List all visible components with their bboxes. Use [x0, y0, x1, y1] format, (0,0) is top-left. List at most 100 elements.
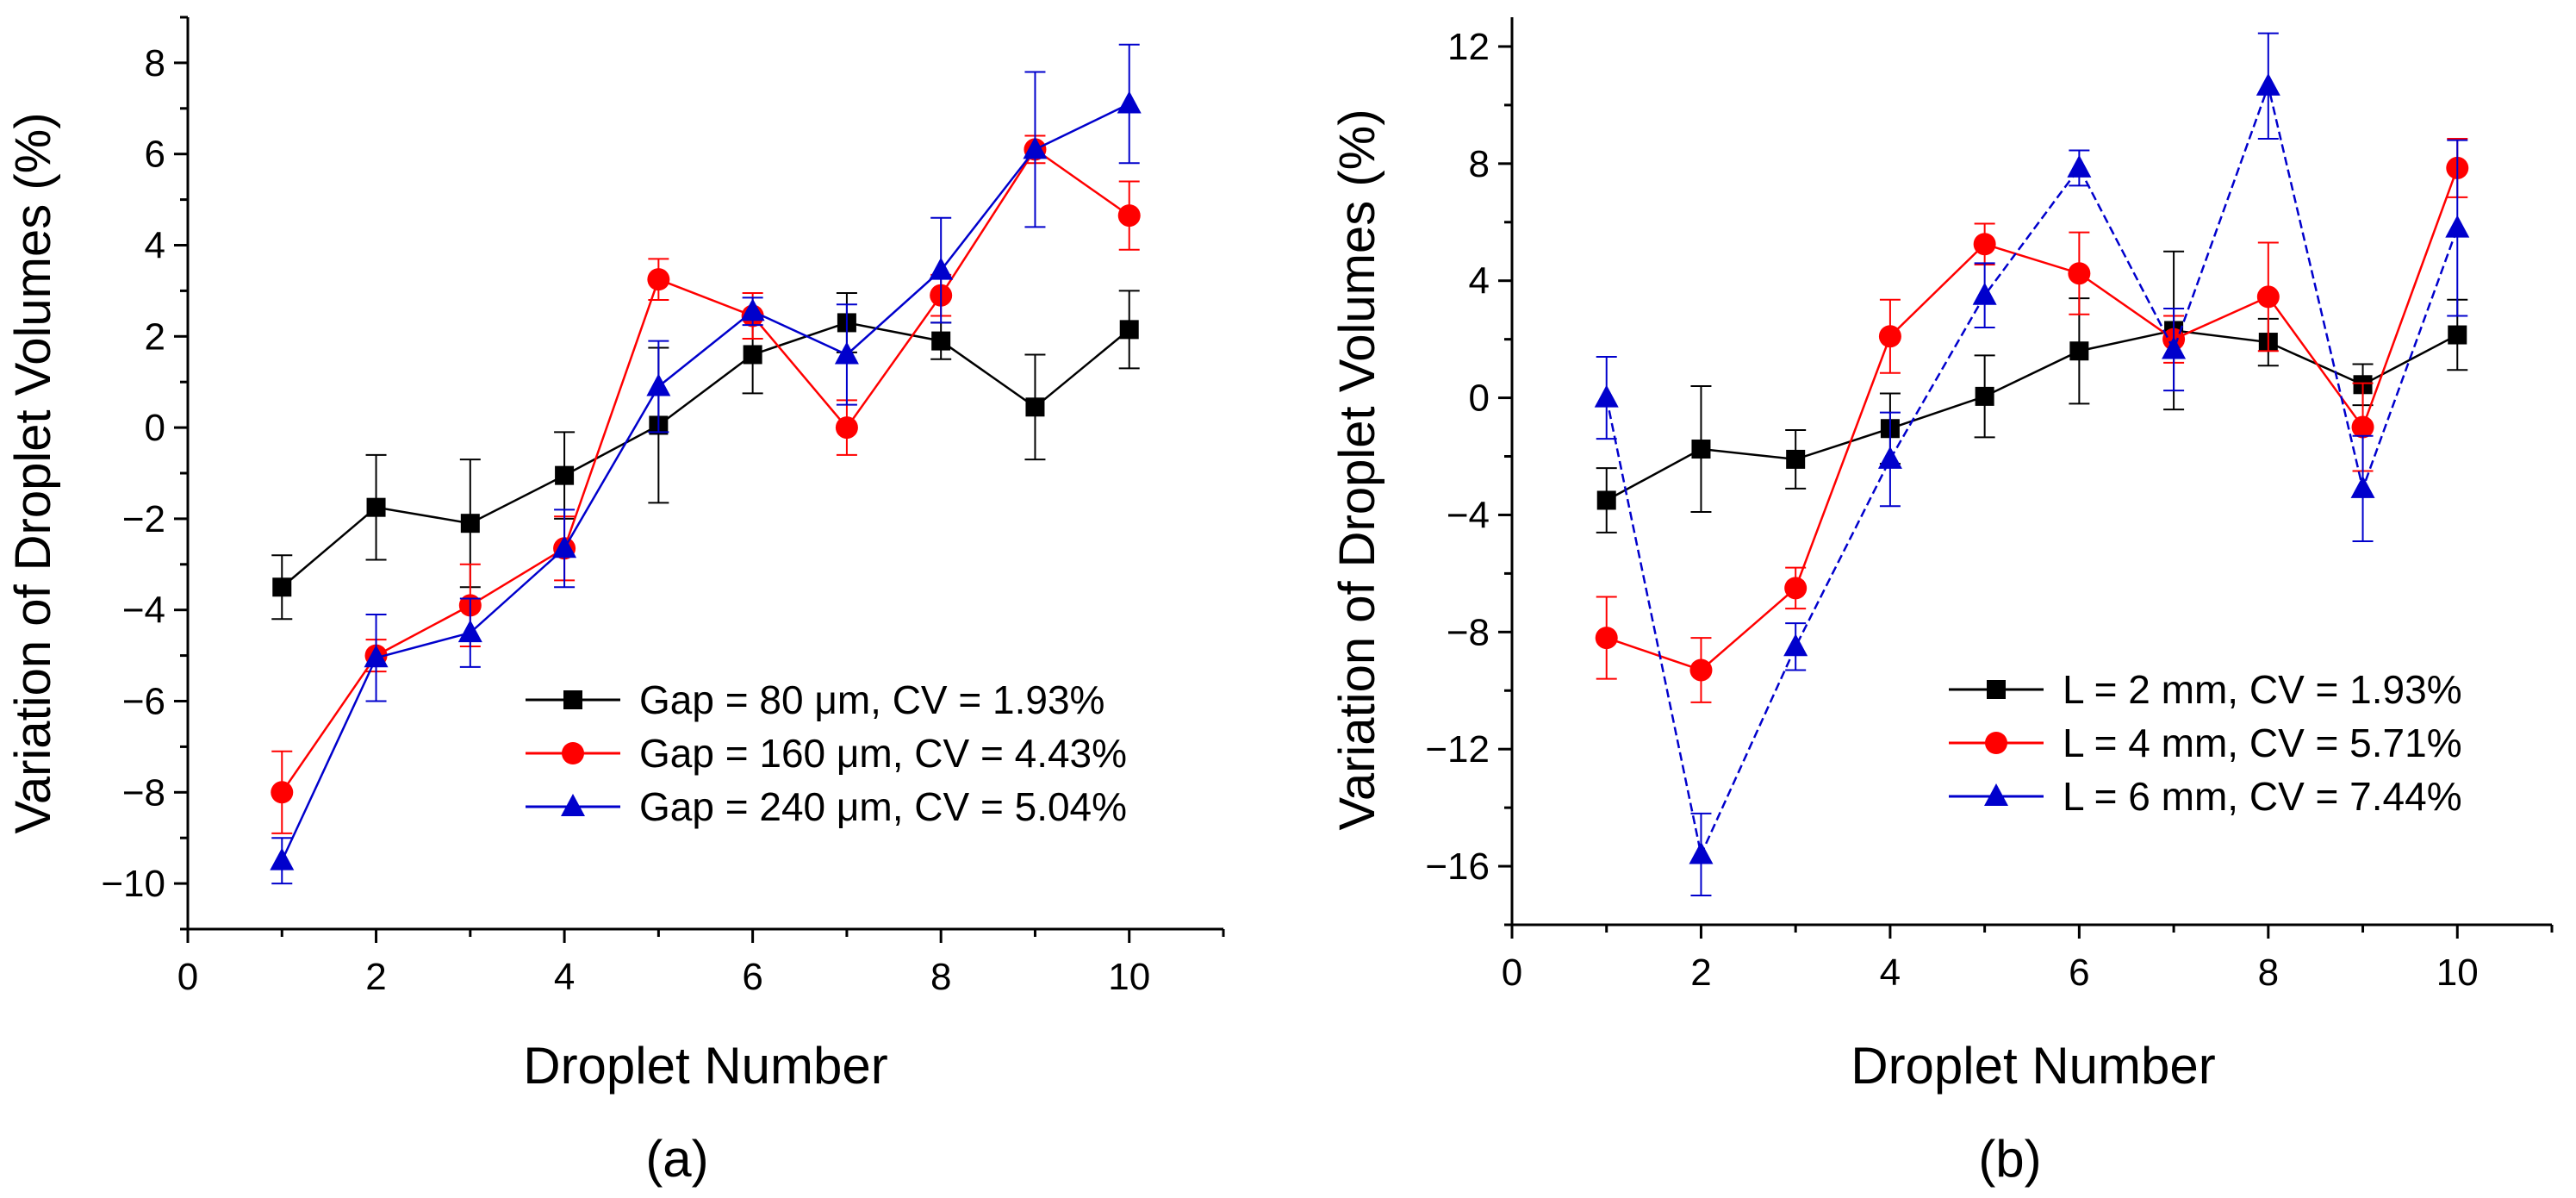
data-point: [272, 577, 292, 597]
chart-panel-a: 0 2 4 6 8 10 −10 −8 −6 −4 −2 0 2 4 6 8 Droplet Number V…: [5, 16, 1225, 1188]
y-tick-label: −10: [101, 863, 165, 905]
legend-marker: [1985, 732, 2007, 754]
data-point: [2162, 336, 2187, 359]
data-point: [929, 257, 954, 280]
data-point: [555, 465, 575, 485]
series-line: [1606, 329, 2458, 502]
data-point: [1596, 490, 1616, 510]
series-line: [1605, 82, 2459, 858]
x-tick-label: 2: [365, 956, 386, 998]
data-point: [1975, 386, 1994, 406]
series-line: [281, 321, 1130, 589]
y-axis-label: Variation of Droplet Volumes (%): [1329, 109, 1385, 830]
data-point: [1878, 325, 1901, 348]
legend: Gap = 80 μm, CV = 1.93% Gap = 160 μm, CV …: [526, 677, 1127, 829]
data-point: [835, 416, 858, 440]
y-tick-label: 2: [145, 315, 165, 358]
data-point: [1119, 320, 1139, 340]
data-point: [1691, 440, 1711, 459]
x-tick-label: 10: [2436, 952, 2479, 994]
legend-marker: [562, 742, 584, 764]
legend-entry: Gap = 160 μm, CV = 4.43%: [526, 731, 1127, 776]
data-point: [1786, 449, 1806, 469]
data-point: [1973, 233, 1996, 256]
x-axis-label: Droplet Number: [1851, 1037, 2216, 1095]
data-point: [1689, 841, 1714, 864]
tick-labels: 0 2 4 6 8 10 −16 −12 −8 −4 0 4 8 12: [1425, 26, 2478, 994]
data-point: [552, 535, 577, 558]
y-tick-label: −8: [1447, 611, 1490, 653]
y-axis-label: Variation of Droplet Volumes (%): [5, 112, 61, 833]
y-tick-label: −16: [1425, 845, 1490, 888]
legend-marker: [563, 690, 582, 709]
series-circle: [271, 134, 1141, 834]
data-point: [2445, 215, 2470, 238]
legend-label: Gap = 160 μm, CV = 4.43%: [639, 731, 1127, 776]
x-axis-label: Droplet Number: [523, 1037, 888, 1095]
legend-entry: L = 4 mm, CV = 5.71%: [1949, 721, 2462, 765]
data-point: [647, 268, 670, 291]
x-tick-label: 6: [2069, 952, 2089, 994]
y-tick-label: 4: [145, 225, 165, 267]
data-point: [2067, 154, 2092, 178]
x-tick-label: 6: [742, 956, 762, 998]
legend-label: Gap = 80 μm, CV = 1.93%: [639, 677, 1104, 722]
series-line: [281, 103, 1130, 862]
legend-entry: L = 6 mm, CV = 7.44%: [1949, 774, 2462, 819]
data-point: [271, 781, 294, 804]
chart-panel-b: 0 2 4 6 8 10 −16 −12 −8 −4 0 4 8 12 Droplet Number Va…: [1329, 17, 2554, 1188]
data-point: [1972, 282, 1997, 305]
series-layer: [1594, 32, 2470, 897]
data-point: [1117, 204, 1141, 228]
data-point: [2351, 415, 2374, 439]
data-point: [1595, 627, 1618, 650]
series-line: [281, 147, 1130, 794]
series-line: [1606, 167, 2459, 671]
y-tick-label: −4: [122, 590, 165, 632]
x-tick-label: 10: [1108, 956, 1150, 998]
data-point: [740, 298, 765, 321]
legend-marker: [1987, 680, 2006, 699]
series-circle: [1595, 137, 2469, 703]
data-point: [1689, 658, 1713, 682]
data-point: [931, 331, 951, 351]
x-tick-label: 0: [1502, 952, 1522, 994]
legend-entry: Gap = 240 μm, CV = 5.04%: [526, 784, 1127, 829]
data-point: [2256, 72, 2280, 96]
data-point: [1783, 633, 1808, 657]
y-tick-label: 6: [145, 134, 165, 176]
panel-label: (a): [645, 1130, 708, 1188]
data-point: [1025, 397, 1045, 417]
panel-label: (b): [1978, 1130, 2041, 1188]
y-tick-label: −12: [1425, 728, 1490, 771]
tick-labels: 0 2 4 6 8 10 −10 −8 −6 −4 −2 0 2 4 6 8: [101, 42, 1150, 998]
axis-ticks: [1498, 45, 2554, 939]
y-tick-label: 8: [145, 42, 165, 84]
legend-label: L = 4 mm, CV = 5.71%: [2063, 721, 2462, 765]
legend-label: L = 2 mm, CV = 1.93%: [2063, 667, 2462, 712]
data-point: [2069, 341, 2089, 361]
data-point: [1023, 136, 1048, 159]
y-tick-label: −2: [122, 498, 165, 540]
data-point: [460, 514, 480, 533]
y-tick-label: 12: [1447, 26, 1490, 68]
x-tick-label: 8: [930, 956, 951, 998]
legend-label: Gap = 240 μm, CV = 5.04%: [639, 784, 1127, 829]
y-tick-label: −6: [122, 681, 165, 723]
legend-entry: Gap = 80 μm, CV = 1.93%: [526, 677, 1104, 722]
data-point: [1117, 90, 1142, 114]
legend-entry: L = 2 mm, CV = 1.93%: [1949, 667, 2462, 712]
data-point: [2256, 285, 2280, 309]
x-tick-label: 2: [1690, 952, 1711, 994]
data-point: [2448, 325, 2467, 345]
data-point: [364, 645, 389, 668]
legend-marker: [1984, 783, 2008, 806]
x-tick-label: 0: [177, 956, 198, 998]
data-point: [743, 345, 762, 365]
y-tick-label: 0: [1469, 377, 1490, 420]
data-point: [2068, 262, 2091, 285]
data-point: [1594, 384, 1619, 408]
y-tick-label: 0: [145, 407, 165, 449]
data-point: [834, 341, 859, 365]
